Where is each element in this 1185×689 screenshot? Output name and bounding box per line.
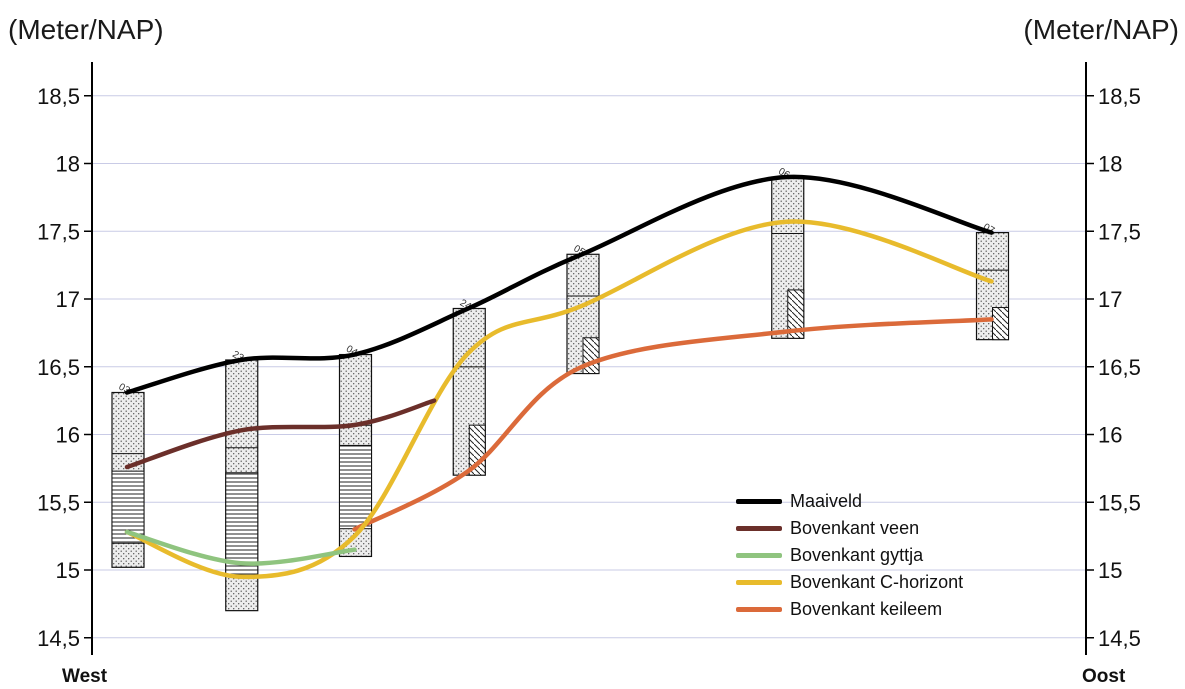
series-line (124, 219, 994, 580)
y-tick-label-right: 16 (1098, 423, 1122, 448)
y-tick-label-left: 17,5 (37, 219, 80, 244)
legend-label: Bovenkant keileem (790, 599, 943, 619)
y-tick-label-right: 15,5 (1098, 490, 1141, 515)
x-label-west: West (62, 666, 108, 687)
series-line (124, 529, 357, 566)
y-tick-label-left: 15,5 (37, 490, 80, 515)
borehole: 06 (771, 166, 805, 339)
borehole: 23 (225, 349, 259, 612)
borehole: 07 (975, 222, 1010, 341)
legend-swatch (736, 580, 782, 585)
legend-item: Bovenkant C-horizont (736, 569, 963, 596)
legend-item: Maaiveld (736, 488, 963, 515)
series-line (124, 174, 994, 395)
y-tick-label-left: 16,5 (37, 355, 80, 380)
y-tick-label-right: 18,5 (1098, 84, 1141, 109)
legend-item: Bovenkant veen (736, 515, 963, 542)
borehole-layer (992, 307, 1009, 341)
borehole-layer (582, 337, 600, 375)
borehole: 03 (111, 382, 145, 568)
series-line (124, 398, 437, 470)
y-tick-label-right: 17 (1098, 287, 1122, 312)
borehole-layer (225, 472, 259, 577)
y-tick-label-right: 15 (1098, 558, 1122, 583)
y-tick-label-right: 14,5 (1098, 626, 1141, 651)
legend-swatch (736, 526, 782, 531)
y-tick-label-right: 17,5 (1098, 219, 1141, 244)
y-tick-label-right: 16,5 (1098, 355, 1141, 380)
y-tick-label-left: 17 (56, 287, 80, 312)
legend-label: Bovenkant gyttja (790, 545, 924, 565)
y-tick-label-left: 16 (56, 423, 80, 448)
series-line (352, 317, 994, 532)
y-axis-label-right: (Meter/NAP) (1023, 14, 1179, 45)
legend-swatch (736, 499, 782, 504)
legend-item: Bovenkant keileem (736, 596, 963, 623)
legend-item: Bovenkant gyttja (736, 542, 963, 569)
legend-swatch (736, 607, 782, 612)
legend-swatch (736, 553, 782, 558)
borehole: 24 (452, 298, 486, 476)
legend-label: Maaiveld (790, 491, 863, 511)
borehole-layer (787, 289, 805, 339)
y-tick-label-right: 18 (1098, 152, 1122, 177)
y-tick-label-left: 18 (56, 152, 80, 177)
borehole-layer (339, 444, 372, 530)
y-tick-label-left: 14,5 (37, 626, 80, 651)
legend-label: Bovenkant veen (790, 518, 920, 538)
y-tick-label-left: 18,5 (37, 84, 80, 109)
y-tick-label-left: 15 (56, 558, 80, 583)
legend-label: Bovenkant C-horizont (790, 572, 964, 592)
legend: Maaiveld Bovenkant veen Bovenkant gyttja… (736, 488, 963, 623)
y-axis-label-left: (Meter/NAP) (8, 14, 164, 45)
x-label-east: Oost (1082, 666, 1126, 687)
